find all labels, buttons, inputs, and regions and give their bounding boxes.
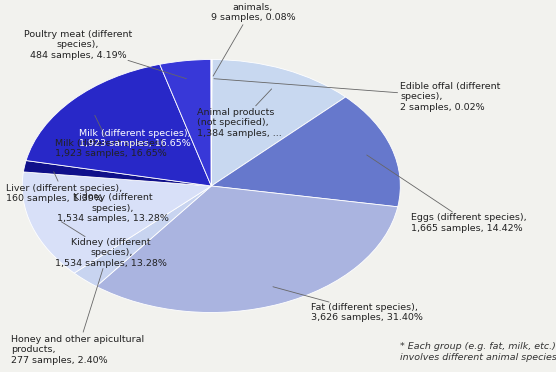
Text: Milk (different species),
1,923 samples, 16.65%: Milk (different species), 1,923 samples,…: [56, 115, 167, 158]
Wedge shape: [160, 60, 211, 186]
Text: Edible offal (different
species),
2 samples, 0.02%: Edible offal (different species), 2 samp…: [214, 79, 501, 112]
Wedge shape: [26, 64, 211, 186]
Text: * Each group (e.g. fat, milk, etc.)
involves different animal species.: * Each group (e.g. fat, milk, etc.) invo…: [400, 342, 556, 362]
Wedge shape: [23, 161, 211, 186]
Text: Eggs (different species),
1,665 samples, 14.42%: Eggs (different species), 1,665 samples,…: [367, 155, 527, 233]
Wedge shape: [211, 60, 212, 186]
Text: Liver (different species),
160 samples, 1.39%: Liver (different species), 160 samples, …: [6, 172, 122, 203]
Wedge shape: [211, 60, 346, 186]
Text: Kidney (different
species),
1,534 samples, 13.28%: Kidney (different species), 1,534 sample…: [55, 222, 167, 268]
Wedge shape: [211, 97, 400, 207]
Wedge shape: [22, 172, 211, 273]
Text: Animal products
(not specified),
1,384 samples, ...: Animal products (not specified), 1,384 s…: [197, 89, 282, 138]
Text: Honey and other apicultural
products,
277 samples, 2.40%: Honey and other apicultural products, 27…: [11, 269, 144, 365]
Text: Fat (different species),
3,626 samples, 31.40%: Fat (different species), 3,626 samples, …: [273, 287, 423, 322]
Text: Poultry meat (different
species),
484 samples, 4.19%: Poultry meat (different species), 484 sa…: [24, 30, 186, 79]
Wedge shape: [74, 186, 211, 286]
Text: Kidney (different
species),
1,534 samples, 13.28%: Kidney (different species), 1,534 sample…: [57, 193, 168, 223]
Wedge shape: [96, 186, 398, 312]
Text: Milk (different species),
1,923 samples, 16.65%: Milk (different species), 1,923 samples,…: [80, 129, 191, 148]
Text: Wild terrestrial vertebrate
animals,
9 samples, 0.08%: Wild terrestrial vertebrate animals, 9 s…: [191, 0, 315, 76]
